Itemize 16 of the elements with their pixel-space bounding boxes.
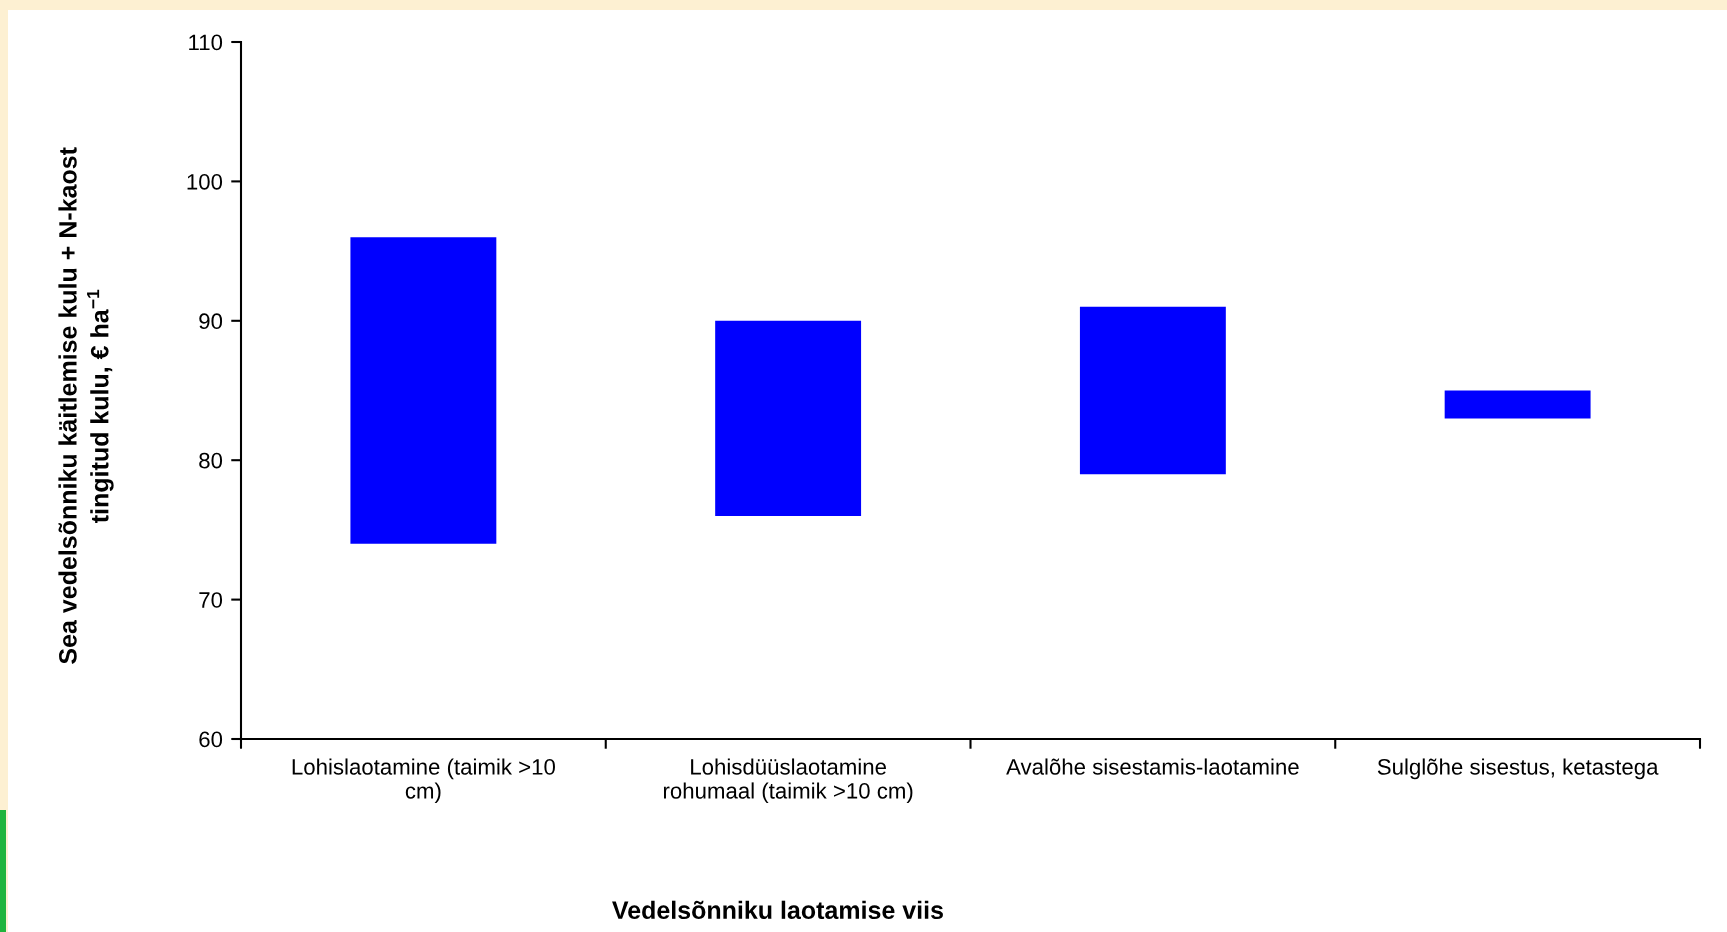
y-tick-label: 70	[199, 592, 223, 608]
y-axis-title: Sea vedelsõnniku käitlemise kulu + N-kaost tingitud kulu, € ha$^{−1}$	[58, 147, 114, 664]
y-tick-label: 110	[189, 34, 223, 51]
y-tick-label: 90	[199, 313, 223, 330]
x-tick-label: Lohisdüüslaotamine rohumaal (taimik >10 cm)	[663, 758, 913, 804]
bar	[715, 320, 862, 516]
y-tick-label: 60	[199, 731, 223, 748]
bar	[1444, 390, 1591, 419]
x-tick-label: Lohislaotamine (taimik >10 cm)	[292, 758, 555, 804]
bar	[1079, 306, 1226, 475]
bar	[350, 237, 497, 544]
x-tick-label: Avalõhe sisestamis-laotamine	[1006, 758, 1299, 775]
y-tick-label: 100	[187, 173, 223, 190]
x-axis-title: Vedelsõnniku laotamise viis	[612, 900, 943, 920]
y-tick-label: 80	[199, 452, 223, 469]
x-tick-label: Sulglõhe sisestus, ketastega	[1377, 758, 1659, 780]
